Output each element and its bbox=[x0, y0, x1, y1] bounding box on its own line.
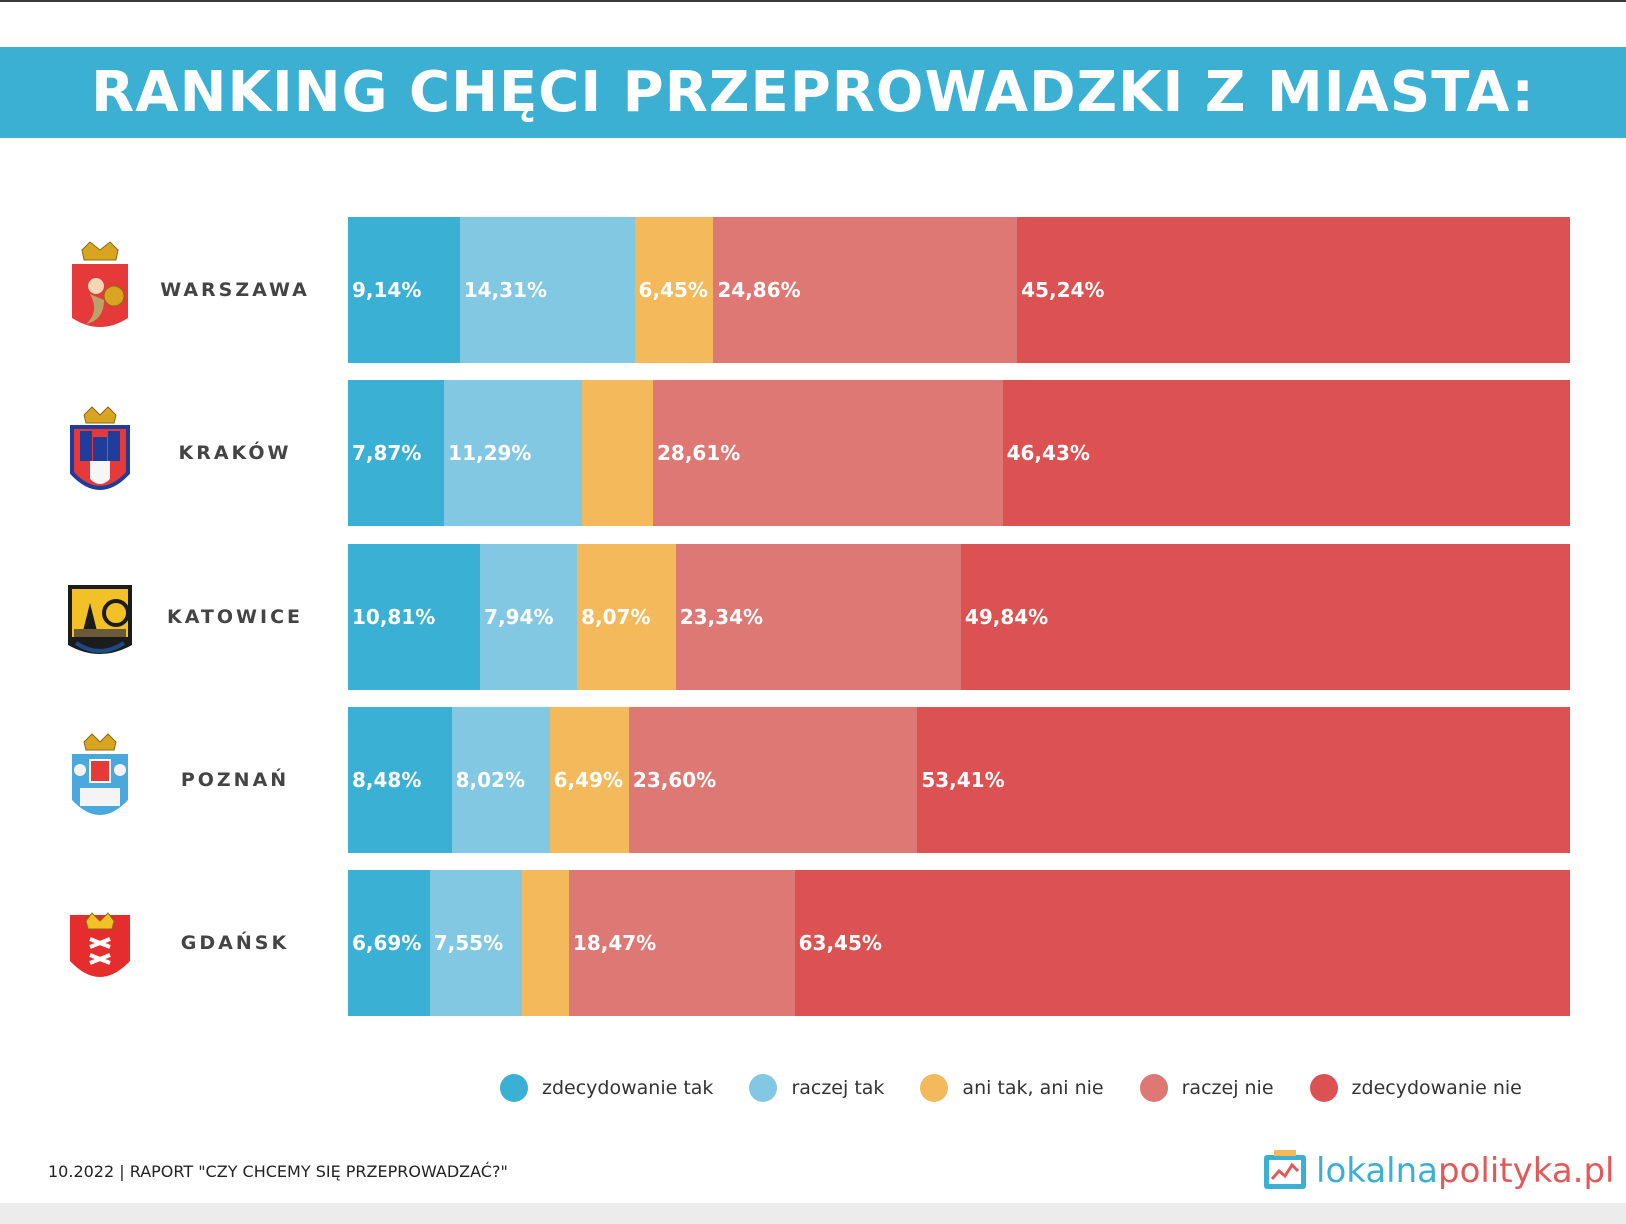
bar-segment: 10,81% bbox=[348, 544, 481, 690]
logo-text: lokalnapolityka.pl bbox=[1316, 1151, 1615, 1191]
legend-item: raczej tak bbox=[749, 1074, 884, 1102]
data-label: 7,87% bbox=[352, 441, 422, 465]
city-row-0: WARSZAWA bbox=[0, 217, 340, 363]
bar-segment: 53,41% bbox=[917, 707, 1570, 853]
data-label: 46,43% bbox=[1006, 441, 1090, 465]
chart-title: RANKING CHĘCI PRZEPROWADZKI Z MIASTA: bbox=[91, 60, 1535, 125]
bar-segment: 6,69% bbox=[348, 870, 430, 1016]
city-label: KATOWICE bbox=[166, 606, 303, 628]
logo-text-part2: polityka.pl bbox=[1438, 1151, 1615, 1191]
bar-segment: 7,55% bbox=[429, 870, 522, 1016]
legend-swatch bbox=[1139, 1074, 1168, 1102]
data-label: 8,02% bbox=[455, 768, 526, 792]
data-label: 9,14% bbox=[352, 278, 422, 302]
bar-segment: 6,45% bbox=[634, 217, 714, 363]
bar-segment: 63,45% bbox=[794, 870, 1570, 1016]
stacked-bar: 10,81% 7,94% 8,07% 23,34% 49,84% bbox=[348, 544, 1570, 690]
legend-swatch bbox=[500, 1074, 528, 1102]
legend-item: raczej nie bbox=[1139, 1074, 1274, 1102]
bar-segment: 7,94% bbox=[480, 544, 578, 690]
logo[interactable]: lokalnapolityka.pl bbox=[1262, 1146, 1615, 1196]
data-label: 8,07% bbox=[581, 605, 651, 629]
data-label: 8,48% bbox=[352, 768, 422, 792]
bar-segment bbox=[582, 380, 653, 526]
stacked-bar: 8,48% 8,02% 6,49% 23,60% 53,41% bbox=[348, 707, 1570, 853]
legend-label: zdecydowanie tak bbox=[542, 1077, 714, 1099]
bar-segment: 7,87% bbox=[348, 380, 445, 526]
krakow-crest-icon bbox=[60, 403, 140, 503]
legend: zdecydowanie tak raczej tak ani tak, ani n… bbox=[500, 1073, 1558, 1103]
poznan-crest-icon bbox=[60, 730, 140, 830]
city-row-1: KRAKÓW bbox=[0, 380, 340, 526]
bottom-strip bbox=[0, 1203, 1626, 1224]
bar-segment: 24,86% bbox=[713, 217, 1018, 363]
legend-swatch bbox=[1309, 1074, 1338, 1102]
bar-segment: 11,29% bbox=[444, 380, 583, 526]
legend-label: raczej nie bbox=[1181, 1077, 1274, 1099]
title-banner: RANKING CHĘCI PRZEPROWADZKI Z MIASTA: bbox=[0, 47, 1626, 138]
bar-segment: 23,60% bbox=[628, 707, 918, 853]
legend-label: ani tak, ani nie bbox=[962, 1077, 1104, 1099]
city-label: KRAKÓW bbox=[178, 442, 292, 464]
bar-segment: 6,49% bbox=[549, 707, 629, 853]
bar-segment: 28,61% bbox=[652, 380, 1003, 526]
bar-segment: 9,14% bbox=[348, 217, 460, 363]
data-label: 10,81% bbox=[352, 605, 436, 629]
legend-label: zdecydowanie nie bbox=[1351, 1077, 1522, 1099]
legend-label: raczej tak bbox=[791, 1077, 885, 1099]
city-label: GDAŃSK bbox=[180, 932, 290, 954]
legend-swatch bbox=[749, 1074, 778, 1102]
katowice-crest-icon bbox=[60, 567, 140, 667]
bar-segment: 23,34% bbox=[675, 544, 961, 690]
stacked-bar: 6,69% 7,55% 18,47% 63,45% bbox=[348, 870, 1570, 1016]
legend-item: zdecydowanie nie bbox=[1309, 1074, 1522, 1102]
bar-segment: 8,07% bbox=[577, 544, 676, 690]
stacked-bar: 9,14% 14,31% 6,45% 24,86% 45,24% bbox=[348, 217, 1570, 363]
data-label: 6,45% bbox=[638, 278, 708, 302]
stacked-bar: 7,87% 11,29% 28,61% 46,43% bbox=[348, 380, 1570, 526]
data-label: 18,47% bbox=[572, 931, 657, 955]
data-label: 7,94% bbox=[484, 605, 554, 629]
bar-segment: 49,84% bbox=[960, 544, 1570, 690]
city-row-3: POZNAŃ bbox=[0, 707, 340, 853]
city-label: POZNAŃ bbox=[180, 769, 290, 791]
data-label: 23,60% bbox=[632, 768, 717, 792]
data-label: 63,45% bbox=[798, 931, 882, 955]
city-row-4: GDAŃSK bbox=[0, 870, 340, 1016]
data-label: 6,69% bbox=[352, 931, 422, 955]
legend-item: ani tak, ani nie bbox=[920, 1074, 1104, 1102]
bar-segment: 18,47% bbox=[568, 870, 795, 1016]
bar-segment: 14,31% bbox=[459, 217, 635, 363]
bar-segment: 8,02% bbox=[451, 707, 550, 853]
data-label: 14,31% bbox=[463, 278, 547, 302]
data-label: 6,49% bbox=[553, 768, 624, 792]
logo-text-part1: lokalna bbox=[1316, 1151, 1439, 1191]
bar-segment: 8,48% bbox=[348, 707, 452, 853]
bar-segment: 46,43% bbox=[1002, 380, 1570, 526]
bar-segment: 45,24% bbox=[1017, 217, 1570, 363]
top-rule bbox=[0, 0, 1626, 2]
logo-icon bbox=[1264, 1150, 1306, 1189]
legend-item: zdecydowanie tak bbox=[500, 1074, 713, 1102]
legend-swatch bbox=[920, 1074, 949, 1102]
city-label: WARSZAWA bbox=[160, 279, 310, 301]
data-label: 7,55% bbox=[433, 931, 504, 955]
city-row-2: KATOWICE bbox=[0, 544, 340, 690]
bar-segment bbox=[522, 870, 569, 1016]
footer-source: 10.2022 | RAPORT "CZY CHCEMY SIĘ PRZEPRO… bbox=[48, 1162, 508, 1181]
gdansk-crest-icon bbox=[60, 893, 140, 993]
data-label: 24,86% bbox=[717, 278, 801, 302]
warsaw-crest-icon bbox=[60, 240, 140, 340]
data-label: 49,84% bbox=[964, 605, 1049, 629]
data-label: 28,61% bbox=[656, 441, 741, 465]
data-label: 53,41% bbox=[921, 768, 1005, 792]
data-label: 11,29% bbox=[448, 441, 532, 465]
data-label: 45,24% bbox=[1021, 278, 1105, 302]
data-label: 23,34% bbox=[679, 605, 764, 629]
